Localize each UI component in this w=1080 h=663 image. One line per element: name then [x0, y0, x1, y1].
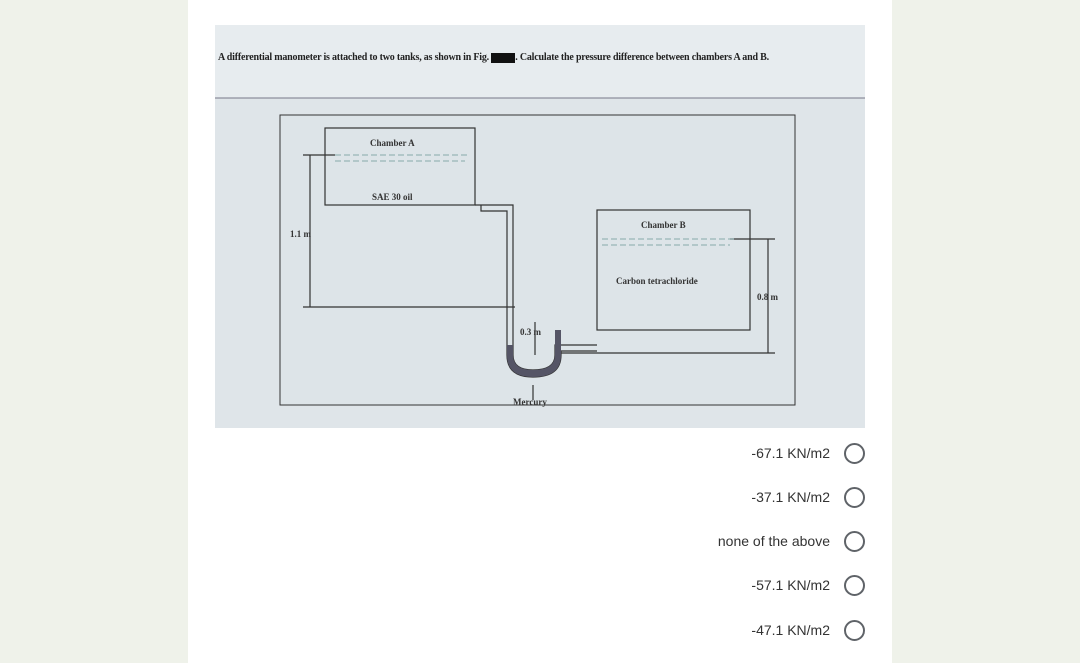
- radio-button[interactable]: [844, 530, 865, 552]
- option[interactable]: -57.1 KN/m2: [600, 573, 865, 597]
- question-text: A differential manometer is attached to …: [218, 52, 863, 64]
- option-label[interactable]: none of the above: [717, 533, 830, 549]
- question-part: A differential manometer is attached to …: [218, 52, 489, 63]
- option-label[interactable]: -37.1 KN/m2: [751, 489, 830, 505]
- option-label[interactable]: -47.1 KN/m2: [751, 622, 830, 638]
- header-band: [215, 25, 865, 98]
- option[interactable]: -37.1 KN/m2: [600, 485, 865, 509]
- oil-label: SAE 30 oil: [372, 192, 413, 202]
- question-part: . Calculate the pressure difference betw…: [515, 52, 769, 63]
- redaction: [491, 52, 516, 63]
- liquid-b-label: Carbon tetrachloride: [616, 276, 698, 286]
- option[interactable]: -47.1 KN/m2: [600, 618, 865, 642]
- height-mercury: 0.3 m: [520, 327, 542, 337]
- chamber-a-label: Chamber A: [370, 138, 415, 148]
- option-label[interactable]: -57.1 KN/m2: [751, 577, 830, 593]
- radio-button[interactable]: [844, 619, 865, 641]
- liquid-surface: [335, 154, 735, 246]
- option[interactable]: none of the above: [600, 529, 865, 553]
- mercury-label: Mercury: [513, 397, 547, 407]
- radio-button[interactable]: [844, 574, 865, 596]
- height-right: 0.8 m: [757, 292, 779, 302]
- option[interactable]: -67.1 KN/m2: [600, 441, 865, 465]
- height-left: 1.1 m: [290, 229, 312, 239]
- radio-button[interactable]: [844, 486, 865, 508]
- chamber-b-label: Chamber B: [641, 220, 686, 230]
- option-label[interactable]: -67.1 KN/m2: [751, 445, 830, 461]
- radio-button[interactable]: [844, 442, 865, 464]
- mercury-fill: [507, 330, 561, 377]
- diagram-frame: [279, 114, 796, 406]
- figure: Chamber A SAE 30 oil 1.1 m Chamber B Car…: [215, 25, 865, 407]
